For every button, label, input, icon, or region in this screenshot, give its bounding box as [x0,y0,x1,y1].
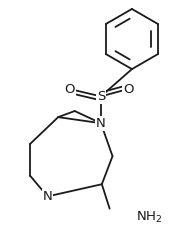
Text: O: O [123,82,133,96]
Text: O: O [65,82,75,96]
Text: S: S [97,90,105,103]
Text: NH$_2$: NH$_2$ [136,210,162,225]
Text: N: N [96,117,106,130]
Text: N: N [43,190,52,203]
